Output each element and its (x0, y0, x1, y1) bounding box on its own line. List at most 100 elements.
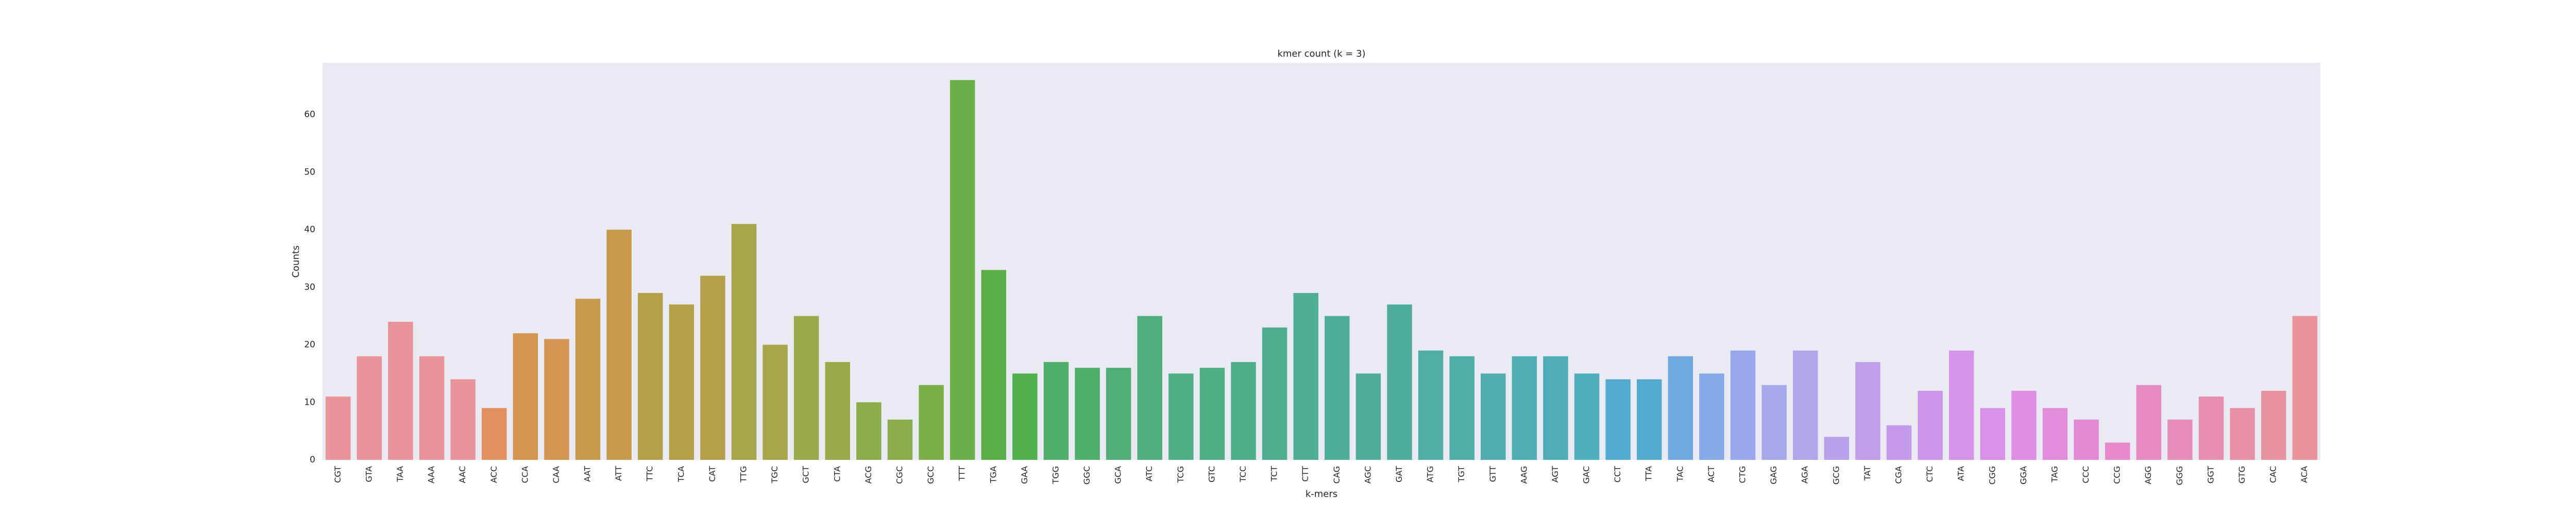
x-tick-label: AAA (427, 466, 436, 484)
bar-aag (1512, 356, 1537, 460)
bar-ggt (2198, 397, 2224, 460)
x-tick-label: GAA (1020, 466, 1029, 484)
bar-ttg (731, 223, 757, 460)
bar-ctt (1293, 292, 1318, 460)
bar-agg (2136, 385, 2161, 460)
y-tick-label: 30 (304, 282, 315, 292)
x-tick-label: AGT (1550, 466, 1560, 482)
x-tick-label: CAG (1332, 466, 1342, 484)
bar-atg (1418, 350, 1444, 460)
bar-aga (1792, 350, 1818, 460)
bar-aca (2292, 316, 2317, 460)
y-axis-label: Counts (291, 246, 301, 278)
x-tick-label: AGG (2143, 466, 2153, 484)
x-tick-label: GGA (2019, 466, 2028, 485)
x-ticks-group: CGT GTA TAA AAA AAC ACC CCA CAA AAT ATT TTC TCA CAT T… (333, 466, 2309, 485)
x-tick-label: GCG (1831, 466, 1841, 485)
bar-tta (1636, 379, 1662, 460)
x-tick-label: CGC (894, 466, 904, 484)
x-tick-label: GCC (926, 466, 936, 484)
x-tick-label: ACT (1706, 466, 1716, 482)
x-tick-label: GGG (2175, 466, 2184, 485)
x-tick-label: TCT (1269, 466, 1279, 482)
bar-cca (513, 333, 538, 460)
x-tick-label: GCA (1113, 466, 1123, 484)
x-tick-label: TAG (2049, 466, 2059, 483)
bar-tga (981, 270, 1007, 460)
bar-cac (2261, 390, 2286, 460)
x-tick-label: ATA (1956, 466, 1966, 481)
bar-ata (1948, 350, 1974, 460)
bar-cgg (1980, 408, 2006, 460)
bar-ctc (1918, 390, 1943, 460)
x-tick-label: AAC (457, 466, 467, 483)
x-tick-label: GGT (2206, 466, 2215, 484)
y-tick-label: 0 (310, 455, 315, 465)
bar-cta (825, 362, 851, 460)
bar-ccg (2105, 442, 2130, 460)
x-tick-label: TTA (1644, 466, 1654, 481)
bar-gtc (1199, 368, 1225, 460)
y-ticks-group: 0 10 20 30 40 50 60 (304, 110, 315, 465)
bar-cgt (326, 397, 351, 460)
x-tick-label: AGC (1363, 466, 1372, 484)
x-tick-label: ACC (489, 466, 499, 483)
x-tick-label: TGA (988, 466, 998, 484)
x-tick-label: CCC (2081, 466, 2091, 484)
x-tick-label: AAG (1519, 466, 1529, 484)
x-tick-label: CTA (832, 466, 842, 482)
x-tick-label: AAT (583, 466, 592, 482)
bar-gct (793, 316, 819, 460)
bar-gac (1574, 373, 1600, 460)
x-tick-label: TCA (676, 466, 686, 482)
x-tick-label: GTA (364, 466, 374, 482)
y-tick-label: 10 (304, 397, 315, 407)
bar-acg (856, 402, 882, 460)
y-tick-label: 20 (304, 340, 315, 350)
x-tick-label: TGG (1050, 466, 1060, 485)
x-tick-label: ACA (2299, 466, 2309, 483)
x-tick-label: TTT (957, 466, 967, 481)
bar-gcg (1824, 437, 1850, 460)
x-tick-label: TTG (739, 466, 749, 483)
bar-gca (1106, 368, 1131, 460)
bar-tgg (1043, 362, 1069, 460)
bar-cga (1886, 425, 1912, 460)
bar-gtt (1481, 373, 1506, 460)
x-tick-label: TTC (645, 466, 655, 482)
bar-gtg (2230, 408, 2255, 460)
x-tick-label: CTT (1300, 466, 1310, 482)
x-tick-label: CTG (1738, 466, 1748, 483)
x-tick-label: GTT (1488, 466, 1498, 482)
x-tick-label: GCT (801, 466, 811, 484)
x-axis-label: k-mers (1306, 489, 1337, 499)
y-tick-label: 50 (304, 167, 315, 177)
bar-atc (1137, 316, 1162, 460)
bar-tct (1262, 328, 1287, 460)
bar-act (1699, 373, 1724, 460)
bar-tcg (1168, 373, 1194, 460)
bar-tcc (1231, 362, 1256, 460)
x-tick-label: CAC (2268, 466, 2278, 483)
bar-aat (575, 299, 601, 460)
chart-title: kmer count (k = 3) (1277, 48, 1365, 59)
x-tick-label: TCG (1176, 466, 1185, 483)
x-tick-label: GGC (1082, 466, 1092, 485)
bar-acc (482, 408, 507, 460)
x-tick-label: ATC (1144, 466, 1154, 481)
x-tick-label: CCG (2112, 466, 2122, 484)
x-tick-label: AGA (1800, 466, 1810, 484)
x-tick-label: CAA (551, 466, 561, 484)
bar-taa (388, 321, 413, 460)
bar-ccc (2074, 419, 2099, 460)
x-tick-label: CCT (1613, 466, 1622, 482)
x-tick-label: TGT (1456, 466, 1466, 483)
bars-group (326, 80, 2317, 460)
bar-cgc (887, 419, 913, 460)
y-tick-label: 40 (304, 225, 315, 235)
x-tick-label: CCA (520, 466, 530, 483)
bar-tac (1668, 356, 1693, 460)
x-tick-label: TCC (1238, 466, 1248, 482)
bar-agc (1355, 373, 1381, 460)
